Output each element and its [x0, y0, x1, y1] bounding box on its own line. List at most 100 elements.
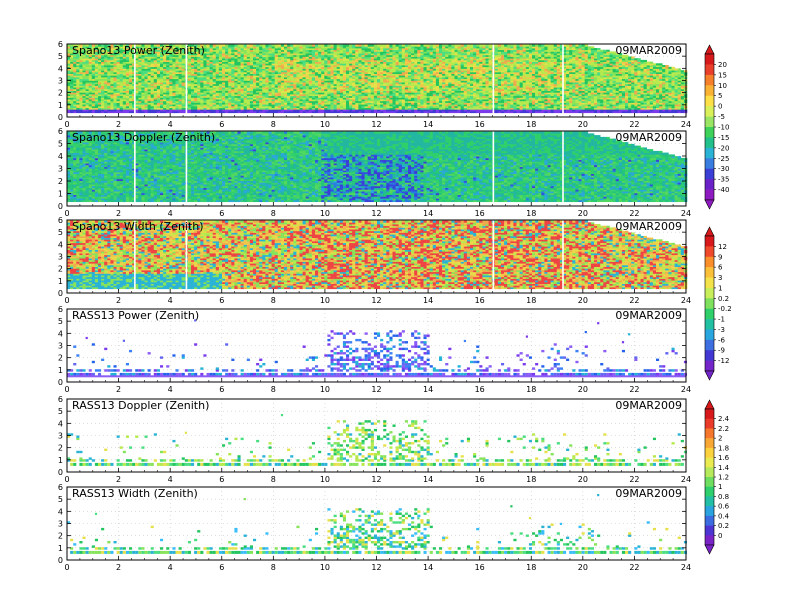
data-cell: [163, 67, 166, 69]
data-cell: [272, 45, 275, 47]
data-cell: [203, 67, 206, 69]
data-cell: [396, 67, 399, 69]
data-cell: [216, 67, 219, 69]
data-cell: [374, 45, 377, 47]
data-cell: [216, 45, 219, 47]
data-cell: [290, 67, 293, 69]
data-cell: [377, 45, 380, 47]
data-cell: [420, 67, 423, 69]
data-cell: [315, 67, 318, 69]
data-cell: [241, 67, 244, 69]
data-cell: [411, 45, 414, 47]
data-cell: [383, 45, 386, 47]
data-cell: [234, 45, 237, 47]
data-cell: [393, 67, 396, 69]
data-cell: [358, 45, 361, 47]
data-cell: [234, 67, 237, 69]
data-cell: [303, 67, 306, 69]
data-cell: [123, 67, 126, 69]
data-cell: [244, 45, 247, 47]
data-cell: [89, 67, 92, 69]
data-cell: [352, 45, 355, 47]
data-cell: [386, 67, 389, 69]
data-cell: [445, 45, 448, 47]
data-cell: [135, 67, 138, 69]
data-cell: [312, 45, 315, 47]
data-cell: [225, 45, 228, 47]
data-cell: [408, 67, 411, 69]
data-cell: [380, 45, 383, 47]
data-cell: [247, 45, 250, 47]
data-cell: [210, 67, 213, 69]
data-cell: [405, 67, 408, 69]
data-cell: [191, 67, 194, 69]
data-cell: [262, 67, 265, 69]
data-cell: [414, 67, 417, 69]
data-cell: [210, 45, 213, 47]
data-cell: [303, 45, 306, 47]
data-cell: [368, 45, 371, 47]
data-cell: [281, 67, 284, 69]
data-cell: [197, 67, 200, 69]
data-cell: [262, 45, 265, 47]
data-cell: [306, 45, 309, 47]
data-cell: [287, 67, 290, 69]
data-cell: [238, 67, 241, 69]
data-cell: [83, 67, 86, 69]
data-cell: [110, 67, 113, 69]
data-cell: [405, 45, 408, 47]
data-cell: [442, 45, 445, 47]
data-cell: [228, 45, 231, 47]
data-cell: [362, 67, 365, 69]
data-cell: [343, 67, 346, 69]
data-cell: [380, 67, 383, 69]
data-cell: [296, 45, 299, 47]
data-cell: [228, 67, 231, 69]
data-cell: [200, 67, 203, 69]
data-cell: [179, 67, 182, 69]
data-cell: [315, 45, 318, 47]
data-cell: [104, 67, 107, 69]
data-cell: [331, 45, 334, 47]
data-cell: [207, 45, 210, 47]
data-cell: [250, 45, 253, 47]
data-cell: [225, 67, 228, 69]
data-cell: [76, 67, 79, 69]
data-cell: [222, 45, 225, 47]
data-cell: [222, 67, 225, 69]
data-cell: [334, 45, 337, 47]
data-cell: [393, 45, 396, 47]
data-cell: [448, 67, 451, 69]
data-cell: [300, 67, 303, 69]
data-cell: [117, 67, 120, 69]
data-cell: [355, 67, 358, 69]
data-cell: [95, 67, 98, 69]
data-cell: [145, 67, 148, 69]
data-cell: [231, 45, 234, 47]
data-cell: [86, 67, 89, 69]
data-cell: [244, 67, 247, 69]
data-cell: [327, 67, 330, 69]
data-cell: [73, 67, 76, 69]
data-cell: [126, 67, 129, 69]
data-cell: [148, 67, 151, 69]
data-cell: [402, 45, 405, 47]
data-cell: [424, 45, 427, 47]
data-cell: [138, 67, 141, 69]
data-cell: [346, 45, 349, 47]
data-cell: [318, 45, 321, 47]
data-cell: [269, 45, 272, 47]
data-cell: [374, 67, 377, 69]
data-cell: [439, 45, 442, 47]
data-cell: [414, 45, 417, 47]
data-cell: [355, 45, 358, 47]
data-cell: [272, 67, 275, 69]
data-cell: [349, 45, 352, 47]
data-cell: [340, 67, 343, 69]
data-cell: [321, 67, 324, 69]
data-cell: [389, 45, 392, 47]
data-cell: [67, 45, 70, 47]
data-cell: [346, 67, 349, 69]
